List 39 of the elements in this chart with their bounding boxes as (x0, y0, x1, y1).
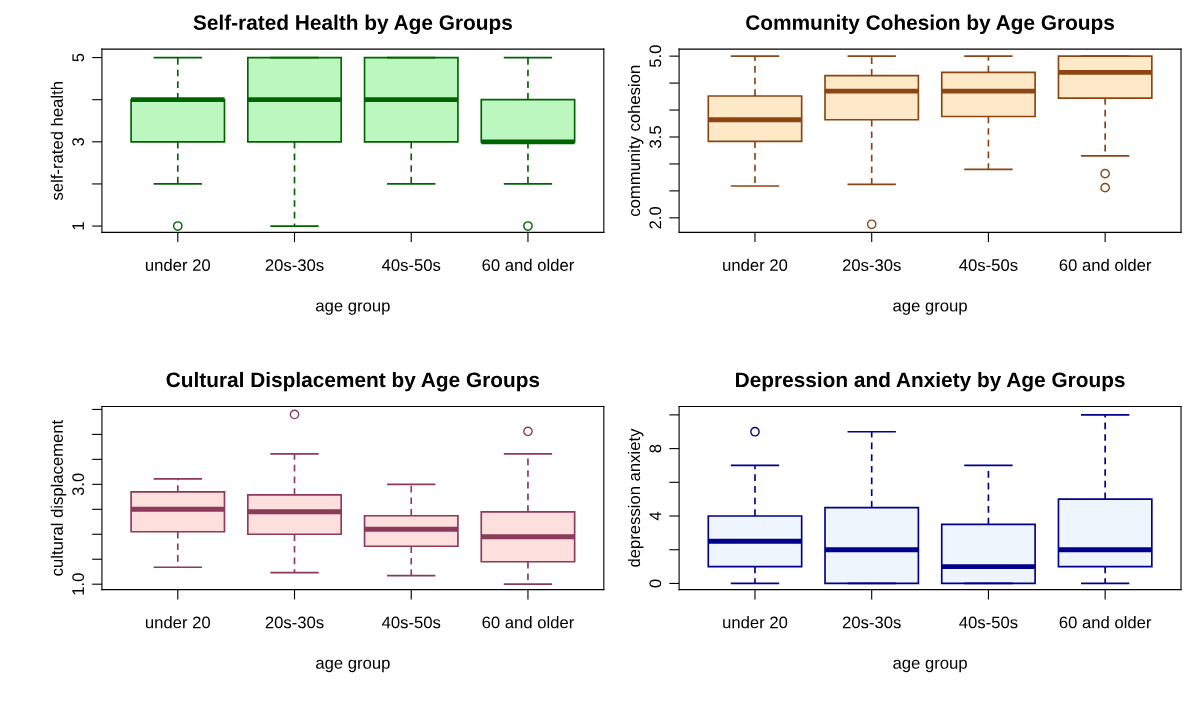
y-tick-label: 4 (649, 511, 662, 521)
y-tick-label: 3 (72, 137, 85, 146)
y-tick-label: 1 (72, 222, 84, 230)
x-tick-label: under 20 (145, 616, 211, 629)
x-tick-label: 60 and older (1059, 616, 1152, 629)
y-tick-label: 5 (72, 53, 85, 62)
x-tick-label: 40s-50s (959, 616, 1018, 629)
y-axis-title: self-rated health (50, 82, 63, 201)
x-axis-title: age group (316, 659, 390, 673)
x-axis-title: age group (893, 302, 967, 315)
chart-title: Self-rated Health by Age Groups (193, 14, 512, 35)
x-axis-title: age group (893, 659, 967, 673)
x-tick-label: 60 and older (482, 258, 575, 271)
x-tick-label: 40s-50s (381, 616, 441, 629)
chart-title: Community Cohesion by Age Groups (746, 14, 1115, 35)
chart-title: Depression and Anxiety by Age Groups (736, 371, 1125, 392)
x-tick-label: 60 and older (482, 616, 575, 629)
y-axis-title: community cohesion (627, 65, 644, 216)
y-axis-title: cultural displacement (50, 419, 67, 576)
x-tick-label: 40s-50s (959, 259, 1018, 271)
y-tick-label: 0 (649, 579, 662, 588)
x-tick-label: 20s-30s (842, 259, 901, 271)
y-tick-label: 2.0 (649, 206, 662, 229)
chart-title: Cultural Displacement by Age Groups (166, 371, 540, 392)
y-tick-label: 5.0 (649, 45, 662, 68)
y-tick-label: 1.0 (72, 573, 85, 595)
x-axis-title: age group (316, 302, 390, 315)
y-tick-label: 3.0 (72, 473, 85, 496)
y-tick-label: 3.5 (649, 126, 662, 148)
y-axis-title: depression anxiety (627, 428, 644, 567)
x-tick-label: under 20 (723, 258, 788, 271)
x-tick-label: 20s-30s (842, 616, 901, 629)
x-tick-label: 60 and older (1059, 258, 1152, 271)
x-tick-label: 20s-30s (265, 259, 324, 271)
x-tick-label: 20s-30s (265, 616, 324, 629)
x-tick-label: 40s-50s (381, 259, 441, 271)
y-tick-label: 8 (649, 444, 662, 453)
x-tick-label: under 20 (145, 258, 211, 271)
x-tick-label: under 20 (723, 616, 788, 629)
